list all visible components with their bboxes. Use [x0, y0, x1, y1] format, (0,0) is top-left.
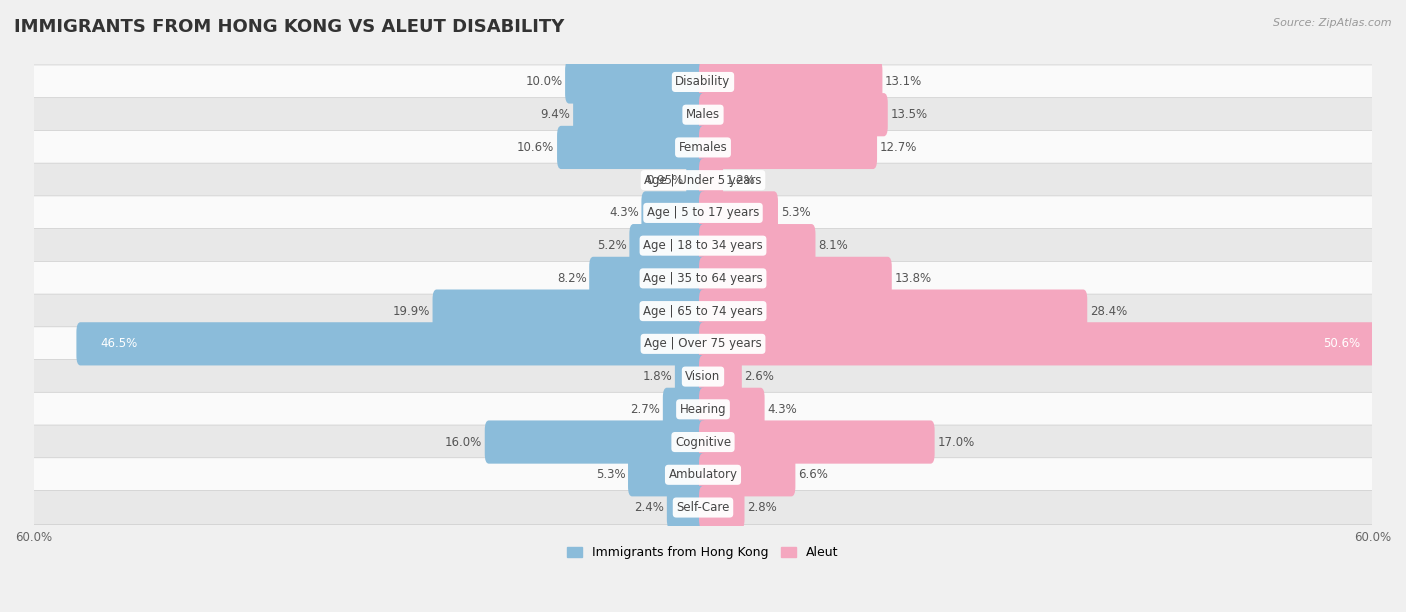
Text: 50.6%: 50.6%	[1323, 337, 1361, 350]
FancyBboxPatch shape	[27, 229, 1379, 263]
FancyBboxPatch shape	[27, 65, 1379, 99]
Text: 13.8%: 13.8%	[894, 272, 932, 285]
Text: 10.0%: 10.0%	[526, 75, 562, 89]
FancyBboxPatch shape	[27, 294, 1379, 328]
Legend: Immigrants from Hong Kong, Aleut: Immigrants from Hong Kong, Aleut	[561, 540, 845, 565]
Text: Source: ZipAtlas.com: Source: ZipAtlas.com	[1274, 18, 1392, 28]
FancyBboxPatch shape	[27, 425, 1379, 459]
FancyBboxPatch shape	[27, 98, 1379, 132]
FancyBboxPatch shape	[27, 458, 1379, 492]
FancyBboxPatch shape	[641, 192, 707, 234]
Text: Males: Males	[686, 108, 720, 121]
FancyBboxPatch shape	[699, 257, 891, 300]
Text: Vision: Vision	[685, 370, 721, 383]
Text: 5.3%: 5.3%	[596, 468, 626, 481]
Text: Age | Under 5 years: Age | Under 5 years	[644, 174, 762, 187]
FancyBboxPatch shape	[699, 388, 765, 431]
FancyBboxPatch shape	[27, 163, 1379, 197]
FancyBboxPatch shape	[433, 289, 707, 333]
Text: Ambulatory: Ambulatory	[668, 468, 738, 481]
FancyBboxPatch shape	[27, 196, 1379, 230]
FancyBboxPatch shape	[27, 130, 1379, 165]
Text: 8.2%: 8.2%	[557, 272, 586, 285]
Text: 16.0%: 16.0%	[444, 436, 482, 449]
FancyBboxPatch shape	[699, 61, 883, 103]
Text: 5.3%: 5.3%	[780, 206, 810, 220]
FancyBboxPatch shape	[699, 224, 815, 267]
Text: 4.3%: 4.3%	[609, 206, 638, 220]
FancyBboxPatch shape	[630, 224, 707, 267]
FancyBboxPatch shape	[686, 159, 707, 202]
Text: 46.5%: 46.5%	[100, 337, 138, 350]
Text: Self-Care: Self-Care	[676, 501, 730, 514]
Text: Females: Females	[679, 141, 727, 154]
FancyBboxPatch shape	[699, 93, 887, 136]
Text: 2.4%: 2.4%	[634, 501, 664, 514]
Text: Age | 18 to 34 years: Age | 18 to 34 years	[643, 239, 763, 252]
Text: Age | Over 75 years: Age | Over 75 years	[644, 337, 762, 350]
FancyBboxPatch shape	[699, 323, 1385, 365]
FancyBboxPatch shape	[699, 192, 778, 234]
Text: 17.0%: 17.0%	[938, 436, 974, 449]
FancyBboxPatch shape	[666, 486, 707, 529]
FancyBboxPatch shape	[699, 289, 1087, 333]
FancyBboxPatch shape	[76, 323, 707, 365]
FancyBboxPatch shape	[27, 360, 1379, 394]
Text: 13.1%: 13.1%	[886, 75, 922, 89]
Text: Hearing: Hearing	[679, 403, 727, 416]
Text: 2.8%: 2.8%	[747, 501, 778, 514]
FancyBboxPatch shape	[699, 126, 877, 169]
FancyBboxPatch shape	[485, 420, 707, 464]
Text: 6.6%: 6.6%	[799, 468, 828, 481]
FancyBboxPatch shape	[699, 420, 935, 464]
FancyBboxPatch shape	[557, 126, 707, 169]
FancyBboxPatch shape	[675, 355, 707, 398]
FancyBboxPatch shape	[27, 392, 1379, 427]
FancyBboxPatch shape	[27, 261, 1379, 296]
FancyBboxPatch shape	[589, 257, 707, 300]
Text: 2.7%: 2.7%	[630, 403, 661, 416]
Text: 28.4%: 28.4%	[1090, 305, 1128, 318]
Text: Age | 35 to 64 years: Age | 35 to 64 years	[643, 272, 763, 285]
FancyBboxPatch shape	[699, 486, 745, 529]
FancyBboxPatch shape	[574, 93, 707, 136]
FancyBboxPatch shape	[699, 355, 742, 398]
Text: 4.3%: 4.3%	[768, 403, 797, 416]
FancyBboxPatch shape	[27, 490, 1379, 524]
Text: 1.2%: 1.2%	[725, 174, 755, 187]
FancyBboxPatch shape	[699, 159, 723, 202]
Text: 2.6%: 2.6%	[745, 370, 775, 383]
Text: IMMIGRANTS FROM HONG KONG VS ALEUT DISABILITY: IMMIGRANTS FROM HONG KONG VS ALEUT DISAB…	[14, 18, 564, 36]
FancyBboxPatch shape	[565, 61, 707, 103]
FancyBboxPatch shape	[699, 453, 796, 496]
Text: 0.95%: 0.95%	[647, 174, 683, 187]
FancyBboxPatch shape	[662, 388, 707, 431]
Text: 12.7%: 12.7%	[880, 141, 917, 154]
Text: 8.1%: 8.1%	[818, 239, 848, 252]
Text: 9.4%: 9.4%	[540, 108, 571, 121]
Text: Disability: Disability	[675, 75, 731, 89]
FancyBboxPatch shape	[628, 453, 707, 496]
Text: 5.2%: 5.2%	[598, 239, 627, 252]
Text: 19.9%: 19.9%	[392, 305, 430, 318]
Text: 13.5%: 13.5%	[890, 108, 928, 121]
FancyBboxPatch shape	[27, 327, 1379, 361]
Text: 1.8%: 1.8%	[643, 370, 672, 383]
Text: Cognitive: Cognitive	[675, 436, 731, 449]
Text: Age | 5 to 17 years: Age | 5 to 17 years	[647, 206, 759, 220]
Text: Age | 65 to 74 years: Age | 65 to 74 years	[643, 305, 763, 318]
Text: 10.6%: 10.6%	[517, 141, 554, 154]
